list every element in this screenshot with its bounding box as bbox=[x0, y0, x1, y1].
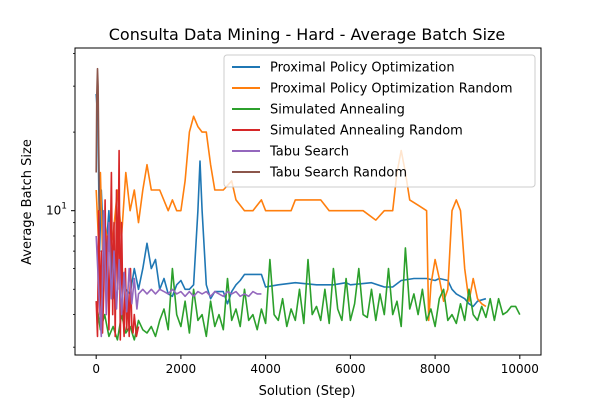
series-line-1 bbox=[95, 115, 487, 322]
legend-label-3: Simulated Annealing Random bbox=[270, 124, 463, 139]
legend-label-0: Proximal Policy Optimization bbox=[270, 61, 455, 76]
x-tick-label-3: 6000 bbox=[335, 362, 366, 376]
legend: Proximal Policy Optimization Proximal Pol… bbox=[223, 54, 536, 188]
chart-title: Consulta Data Mining - Hard - Average Ba… bbox=[109, 25, 506, 44]
series-line-5 bbox=[95, 67, 101, 211]
y-axis-label: Average Batch Size bbox=[20, 139, 35, 265]
x-tick-label-1: 2000 bbox=[166, 362, 197, 376]
series-line-3 bbox=[95, 149, 140, 341]
x-tick-label-4: 8000 bbox=[420, 362, 451, 376]
legend-box bbox=[223, 54, 536, 188]
x-tick-label-0: 0 bbox=[92, 362, 100, 376]
series-line-2 bbox=[95, 247, 521, 341]
plot-frame bbox=[74, 47, 542, 356]
legend-label-2: Simulated Annealing bbox=[270, 103, 405, 118]
series-layer bbox=[95, 67, 521, 341]
series-line-4 bbox=[95, 209, 262, 338]
legend-label-1: Proximal Policy Optimization Random bbox=[270, 82, 513, 97]
legend-label-5: Tabu Search Random bbox=[269, 166, 407, 181]
y-tick-label-0: 101 bbox=[46, 202, 67, 218]
x-tick-label-5: 10000 bbox=[501, 362, 539, 376]
legend-label-4: Tabu Search bbox=[269, 145, 349, 160]
x-axis-label: Solution (Step) bbox=[259, 384, 356, 399]
ticks-layer: 0 2000 4000 6000 8000 10000 101 bbox=[46, 53, 539, 376]
x-tick-label-2: 4000 bbox=[250, 362, 281, 376]
